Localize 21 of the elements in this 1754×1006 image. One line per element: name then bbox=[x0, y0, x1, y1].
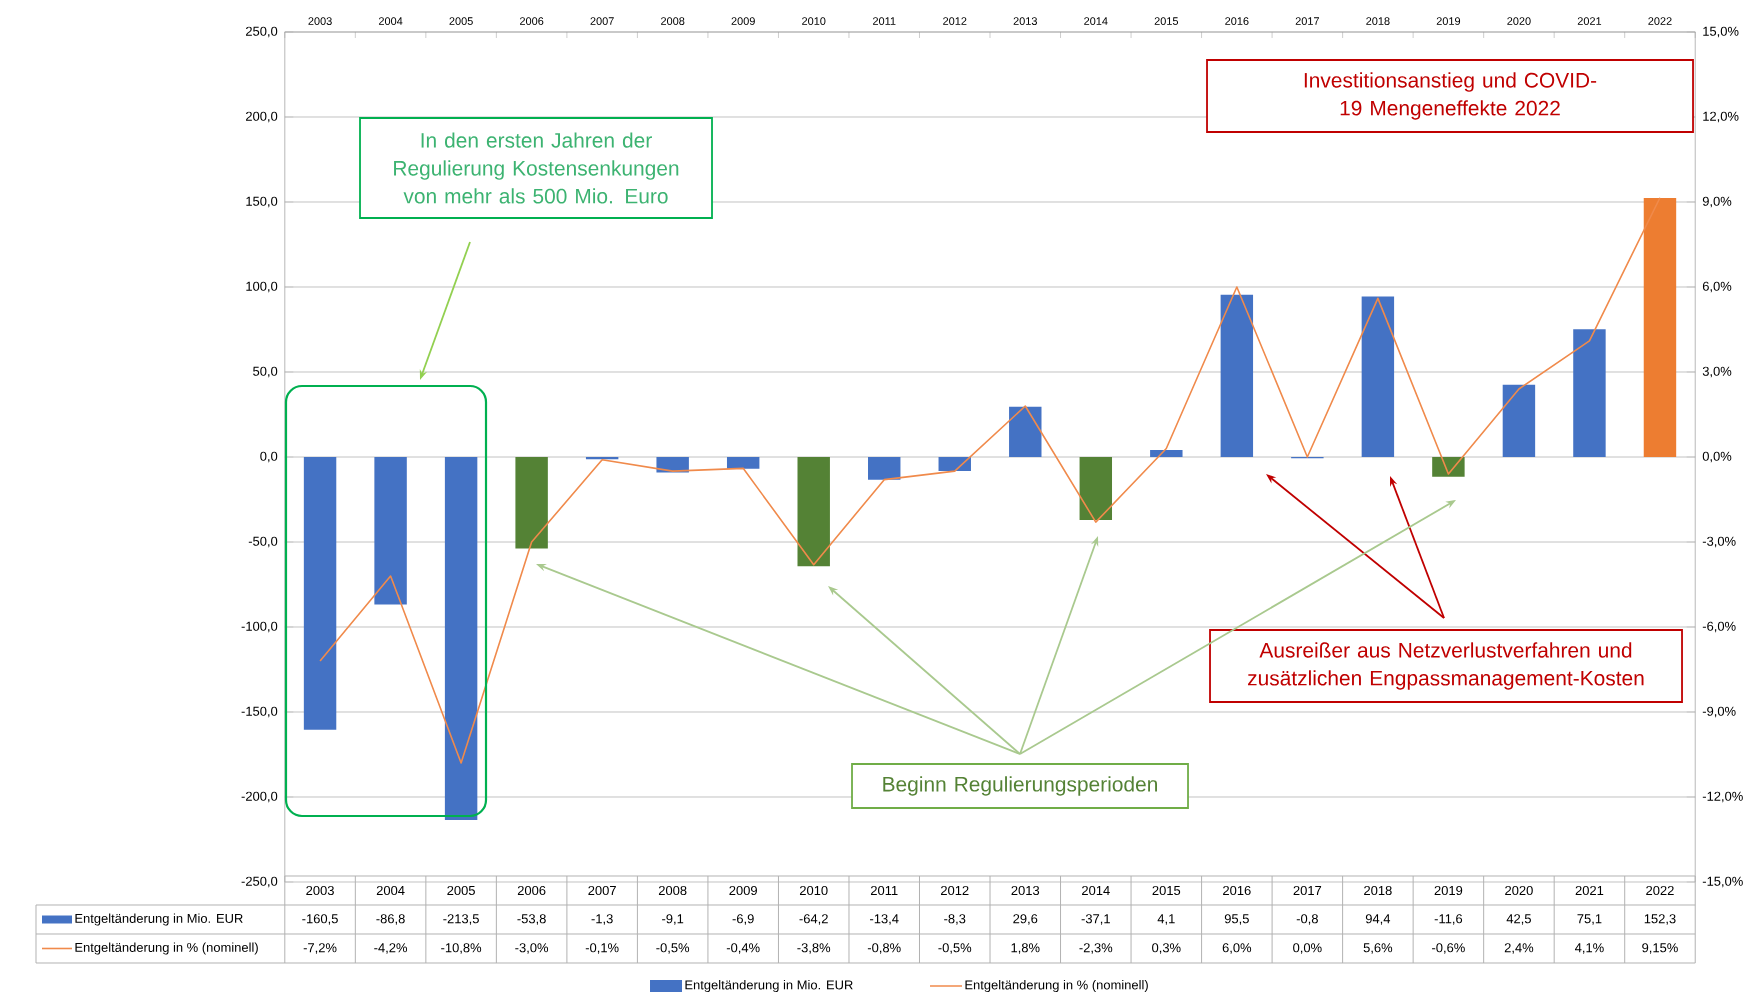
bar bbox=[444, 457, 478, 820]
bar bbox=[1643, 198, 1677, 457]
annotation: Beginn Regulierungsperioden bbox=[883, 776, 1157, 796]
bar bbox=[1079, 457, 1113, 521]
annotation: Ausreißer aus Netzverlustverfahren und zusätzlichen Engpassmanagement-Kosten bbox=[1247, 642, 1644, 690]
bar bbox=[797, 457, 830, 567]
bar bbox=[938, 457, 971, 472]
bar bbox=[1573, 329, 1606, 457]
bar bbox=[868, 457, 901, 480]
bar bbox=[1361, 296, 1395, 457]
bar bbox=[726, 457, 760, 469]
bar bbox=[1150, 450, 1183, 457]
bar bbox=[374, 457, 407, 605]
bar bbox=[1502, 384, 1536, 457]
bar bbox=[1220, 294, 1254, 457]
annotation: In den ersten Jahren der Regulierung Kostensenkungen von mehr als 500 Mio. Euro bbox=[394, 132, 679, 204]
bar bbox=[515, 457, 548, 549]
bar bbox=[1009, 406, 1042, 457]
bar bbox=[1432, 457, 1465, 477]
annotation: Investitionsanstieg und COVID-19 Mengeneffekte 2022 bbox=[1304, 72, 1597, 120]
bar bbox=[303, 457, 337, 730]
